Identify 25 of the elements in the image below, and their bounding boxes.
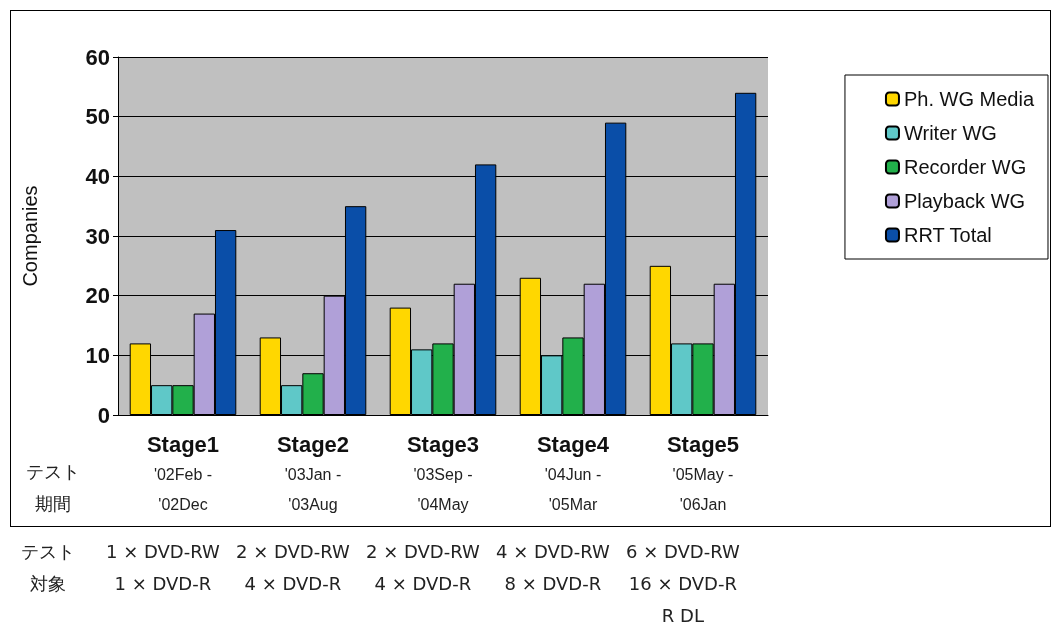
legend-label: RRT Total — [903, 224, 992, 246]
text: 2 × DVD-RW 4 × DVD-R — [236, 540, 350, 596]
text: テスト期間 — [25, 460, 81, 516]
y-axis-title: Companies — [19, 185, 41, 287]
legend-label: Playback WG — [903, 190, 1026, 212]
legend-label: Writer WG — [903, 122, 997, 144]
x-tick-label: Stage3 '03Sep - '04May — [406, 431, 480, 513]
y-tick-label: 20 — [85, 283, 110, 309]
text: 1 × DVD-RW 1 × DVD-R — [106, 540, 220, 596]
y-tick-label: 0 — [97, 402, 110, 428]
x-tick-label: Stage5 '05May - '06Jan — [666, 431, 740, 513]
text: 2 × DVD-RW 4 × DVD-R — [366, 540, 480, 596]
text: 4 × DVD-RW 8 × DVD-R — [496, 540, 610, 596]
x-tick-label: Stage4 '04Jun - '05Mar — [536, 431, 610, 513]
y-tick-label: 30 — [85, 223, 110, 249]
y-tick-label: 50 — [85, 104, 110, 130]
text: 6 × DVD-RW 16 × DVD-R R DL — [626, 540, 740, 626]
y-tick-label: 60 — [85, 44, 110, 70]
legend-label: Ph. WG Media — [903, 88, 1035, 110]
text: テスト対象 — [20, 540, 76, 596]
legend-label: Recorder WG — [903, 156, 1027, 178]
y-tick-label: 10 — [85, 342, 110, 368]
x-tick-label: Stage2 '03Jan - '03Aug — [276, 431, 350, 513]
x-tick-label: Stage1 '02Feb - '02Dec — [146, 431, 220, 513]
y-tick-label: 40 — [85, 163, 110, 189]
